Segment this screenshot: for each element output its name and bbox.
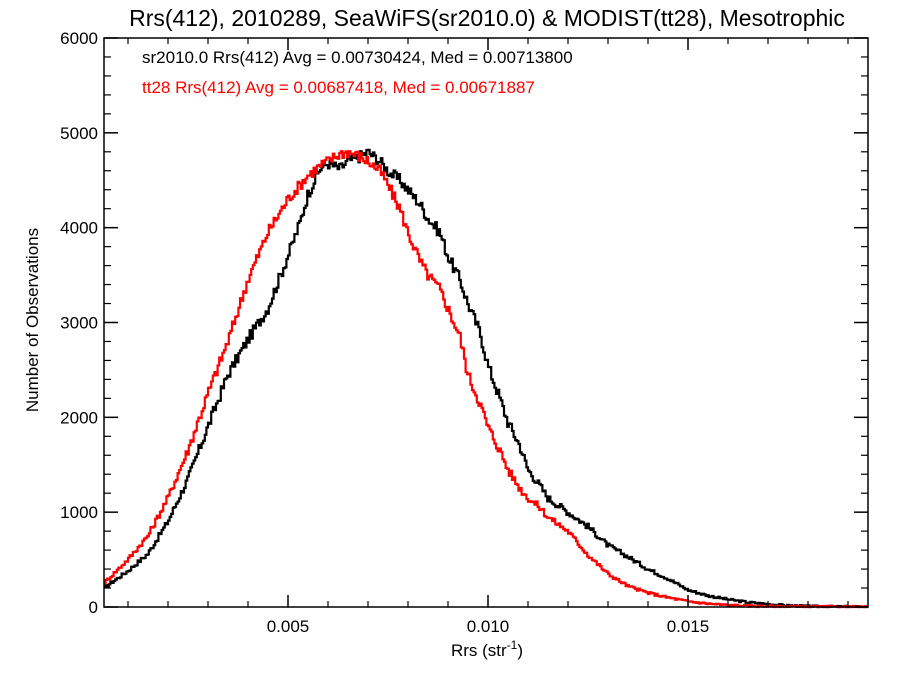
- x-axis-label-main: Rrs (str: [451, 641, 507, 660]
- ticks-layer: 0.005 0.010 0.015 0 1000 2000 3000 4000 5000 6000: [60, 29, 868, 636]
- plot-frame: [103, 37, 869, 608]
- plot-area: 0.005 0.010 0.015 0 1000 2000 3000 4000 5000 6000: [60, 29, 869, 636]
- y-axis-label: Number of Observations: [23, 228, 42, 412]
- series-line-red: [104, 150, 869, 609]
- y-tick-label: 6000: [60, 29, 98, 48]
- y-tick-label: 4000: [60, 219, 98, 238]
- legend: sr2010.0 Rrs(412) Avg = 0.00730424, Med …: [142, 48, 573, 97]
- legend-entry-black: sr2010.0 Rrs(412) Avg = 0.00730424, Med …: [142, 48, 573, 67]
- x-tick-label: 0.005: [267, 617, 310, 636]
- y-tick-label: 5000: [60, 124, 98, 143]
- y-tick-label: 0: [89, 598, 98, 617]
- x-tick-label: 0.010: [467, 617, 510, 636]
- chart-title: Rrs(412), 2010289, SeaWiFS(sr2010.0) & M…: [129, 5, 845, 31]
- x-axis-label-close: ): [517, 641, 523, 660]
- y-tick-label: 3000: [60, 314, 98, 333]
- series-layer: [104, 148, 869, 609]
- y-tick-label: 2000: [60, 408, 98, 427]
- series-line-black: [104, 148, 869, 609]
- x-axis-label: Rrs (str-1): [451, 638, 523, 660]
- x-axis-label-sup: -1: [507, 638, 518, 652]
- y-tick-label: 1000: [60, 503, 98, 522]
- legend-entry-red: tt28 Rrs(412) Avg = 0.00687418, Med = 0.…: [142, 78, 535, 97]
- x-tick-label: 0.015: [667, 617, 710, 636]
